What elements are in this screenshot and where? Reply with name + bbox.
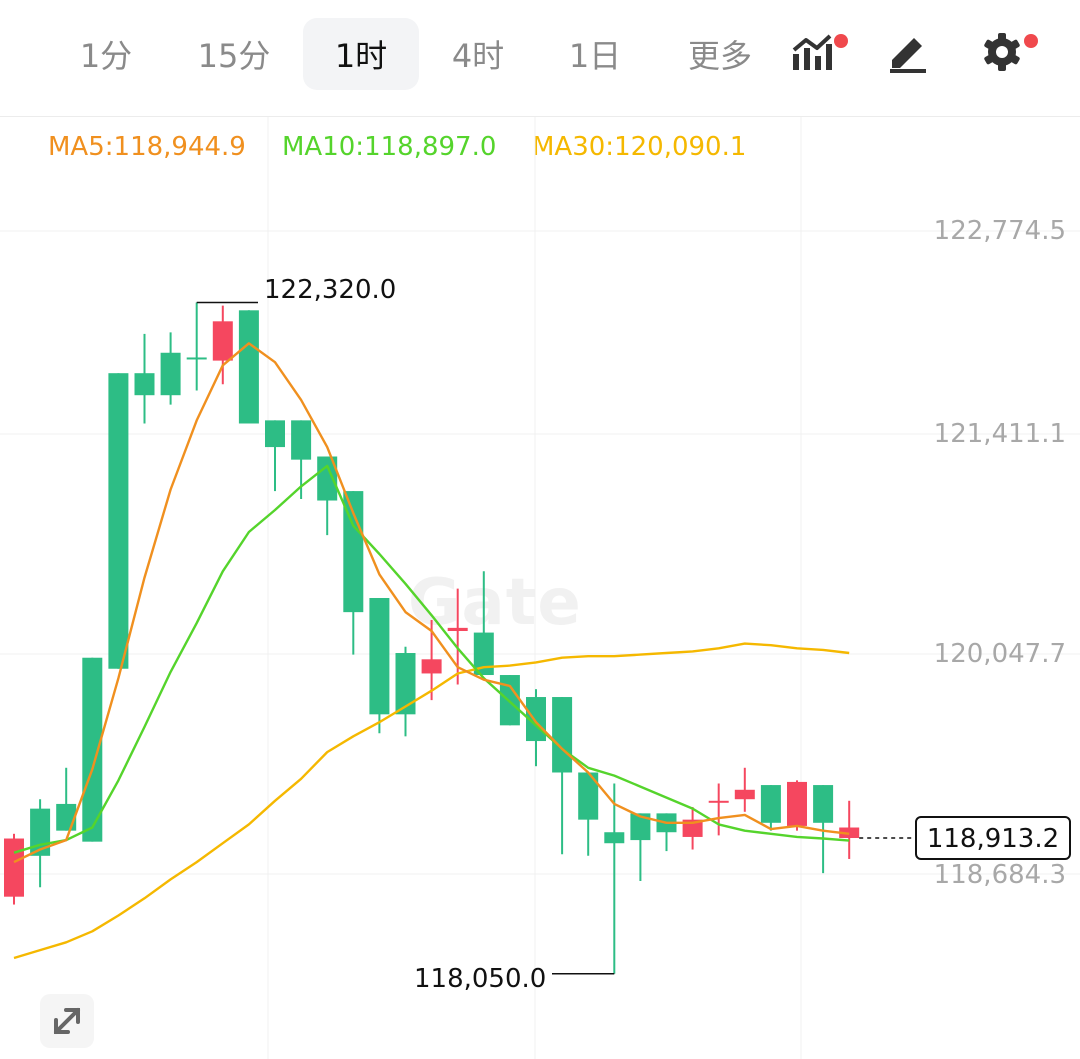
- indicator-icon[interactable]: [790, 30, 848, 74]
- candle-bullish: [56, 803, 77, 831]
- candle-bearish: [787, 781, 807, 826]
- y-axis-label: 121,411.1: [933, 419, 1066, 449]
- candle-bullish: [186, 357, 207, 360]
- candle-bullish: [238, 310, 259, 424]
- y-axis-label: 118,684.3: [933, 860, 1066, 890]
- candle-bullish: [630, 813, 651, 841]
- candlestick-chart[interactable]: [0, 117, 1080, 1059]
- ma5-legend: MA5:118,944.9: [48, 132, 246, 162]
- gear-icon[interactable]: [980, 30, 1038, 74]
- candle-bearish: [734, 789, 755, 800]
- tab-4hour[interactable]: 4时: [451, 37, 505, 75]
- y-axis-label: 122,774.5: [933, 216, 1066, 246]
- candle-bullish: [473, 632, 494, 676]
- candle-bullish: [552, 697, 573, 773]
- candle-bullish: [160, 352, 181, 396]
- candle-bearish: [212, 321, 233, 361]
- watermark-logo: Gate: [408, 566, 582, 640]
- ma10-legend: MA10:118,897.0: [282, 132, 497, 162]
- candle-bullish: [291, 420, 312, 460]
- candle-bearish: [447, 627, 468, 632]
- low-price-label: 118,050.0: [414, 964, 547, 994]
- candle-bullish: [343, 491, 364, 613]
- tab-1min[interactable]: 1分: [79, 37, 133, 75]
- candle-bullish: [317, 456, 338, 501]
- high-price-label: 122,320.0: [264, 275, 397, 305]
- y-axis-label: 120,047.7: [933, 639, 1066, 669]
- candle-bearish: [421, 659, 442, 674]
- candle-bullish: [499, 675, 520, 726]
- tab-1day[interactable]: 1日: [568, 37, 622, 75]
- last-price-box: 118,913.2: [915, 816, 1071, 860]
- candle-bullish: [395, 653, 416, 715]
- interval-tab-bar: 1分 15分 1时 4时 1日 更多: [0, 0, 1080, 117]
- candle-bullish: [369, 597, 390, 715]
- candle-bullish: [134, 373, 155, 396]
- tab-15min[interactable]: 15分: [197, 37, 271, 75]
- candle-bullish: [82, 657, 103, 842]
- ma5-line: [13, 342, 850, 864]
- notification-dot: [834, 34, 848, 48]
- tab-more[interactable]: 更多: [687, 37, 752, 75]
- candle-bullish: [265, 420, 285, 448]
- tab-1hour[interactable]: 1时: [303, 18, 419, 90]
- ma30-legend: MA30:120,090.1: [532, 132, 747, 162]
- candle-bullish: [108, 373, 129, 669]
- expand-icon: [54, 1008, 80, 1034]
- candle-bullish: [604, 832, 625, 844]
- candle-bullish: [760, 785, 781, 823]
- candle-bearish: [708, 800, 729, 803]
- fullscreen-button[interactable]: [40, 994, 94, 1048]
- candle-bearish: [4, 838, 24, 897]
- ma30-line: [13, 642, 850, 960]
- notification-dot: [1024, 34, 1038, 48]
- draw-pencil-icon[interactable]: [886, 30, 930, 74]
- candle-bullish: [813, 785, 834, 823]
- candle-bullish: [578, 772, 599, 820]
